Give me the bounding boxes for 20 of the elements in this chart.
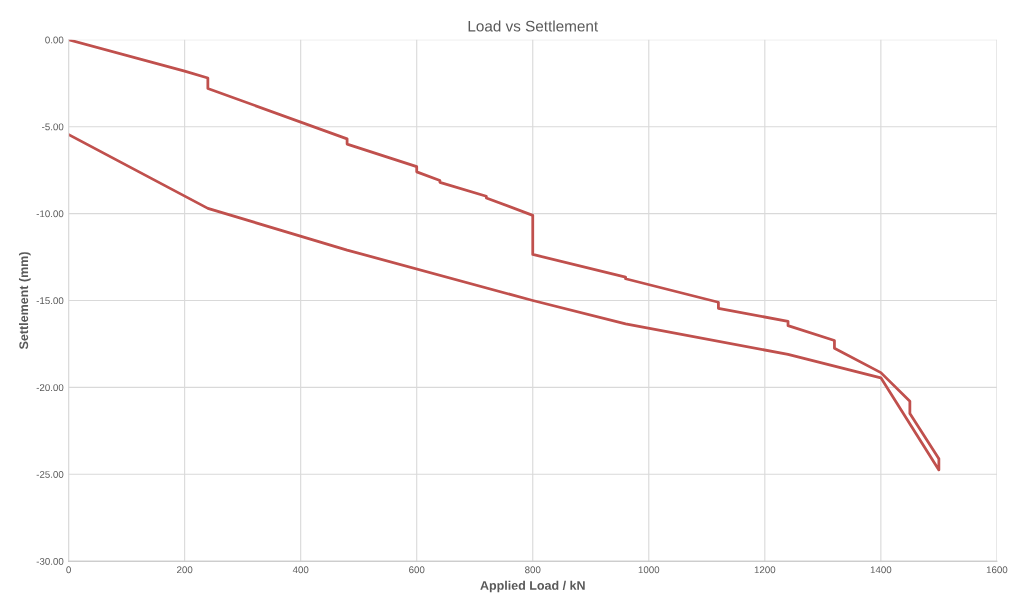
x-tick-label: 1000 xyxy=(638,566,660,574)
chart-title: Load vs Settlement xyxy=(468,20,599,32)
y-tick-label: -25.00 xyxy=(36,471,64,478)
x-tick-label: 1400 xyxy=(870,566,892,574)
x-tick-label: 200 xyxy=(177,566,193,574)
line-series xyxy=(68,39,941,472)
x-tick-label: 800 xyxy=(525,566,541,574)
y-axis-title: Settlement (mm) xyxy=(18,252,31,350)
x-tick-label: 400 xyxy=(292,566,309,574)
y-tick-label: -15.00 xyxy=(36,297,64,305)
y-tick-label: 0.00 xyxy=(45,36,64,44)
x-tick-label: 1200 xyxy=(754,566,776,574)
y-tick-label: -30.00 xyxy=(36,557,64,565)
y-tick-label: -10.00 xyxy=(36,210,64,218)
y-tick-label: -20.00 xyxy=(36,384,64,392)
x-axis-title: Applied Load / kN xyxy=(480,580,585,593)
x-tick-label: 1600 xyxy=(986,566,1008,574)
y-tick-label: -5.00 xyxy=(42,123,64,131)
x-tick-label: 0 xyxy=(66,566,71,574)
x-tick-label: 600 xyxy=(409,566,425,574)
